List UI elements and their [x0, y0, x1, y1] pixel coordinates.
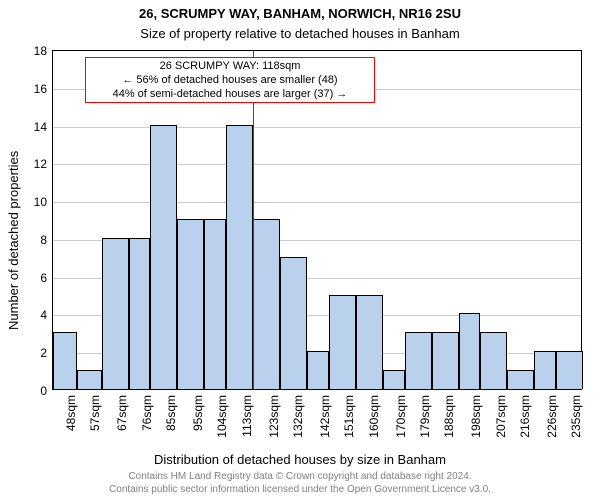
histogram-bar — [77, 370, 101, 389]
x-tick-label: 57sqm — [88, 395, 102, 431]
y-tick-label: 10 — [34, 195, 53, 209]
histogram-bar — [356, 295, 383, 389]
x-tick-label: 142sqm — [318, 395, 332, 438]
annotation-line2: ← 56% of detached houses are smaller (48… — [90, 74, 370, 88]
histogram-bar — [102, 238, 129, 389]
histogram-bar — [129, 238, 151, 389]
histogram-bar — [204, 219, 226, 389]
page-title-line1: 26, SCRUMPY WAY, BANHAM, NORWICH, NR16 2… — [0, 6, 600, 21]
annotation-box: 26 SCRUMPY WAY: 118sqm← 56% of detached … — [85, 57, 375, 103]
annotation-line3: 44% of semi-detached houses are larger (… — [90, 88, 370, 102]
x-tick-label: 160sqm — [367, 395, 381, 438]
x-tick-label: 235sqm — [569, 395, 583, 438]
histogram-bar — [307, 351, 329, 389]
x-tick-label: 179sqm — [418, 395, 432, 438]
x-axis-label: Distribution of detached houses by size … — [0, 452, 600, 467]
x-tick-label: 151sqm — [342, 395, 356, 438]
histogram-bar — [226, 125, 253, 389]
x-tick-label: 226sqm — [545, 395, 559, 438]
y-axis-label: Number of detached properties — [6, 151, 21, 330]
x-tick-label: 170sqm — [394, 395, 408, 438]
y-tick-label: 16 — [34, 82, 53, 96]
histogram-bar — [177, 219, 204, 389]
histogram-bar — [534, 351, 556, 389]
x-tick-label: 207sqm — [494, 395, 508, 438]
x-tick-label: 95sqm — [191, 395, 205, 431]
histogram-bar — [507, 370, 534, 389]
histogram-bar — [432, 332, 459, 389]
y-tick-label: 8 — [40, 233, 53, 247]
histogram-bar — [329, 295, 356, 389]
x-tick-label: 85sqm — [164, 395, 178, 431]
histogram-bar — [405, 332, 432, 389]
annotation-line1: 26 SCRUMPY WAY: 118sqm — [90, 60, 370, 74]
credits: Contains HM Land Registry data © Crown c… — [0, 471, 600, 496]
histogram-bar — [556, 351, 583, 389]
gridline — [53, 164, 581, 165]
y-tick-label: 0 — [40, 384, 53, 398]
y-tick-label: 12 — [34, 157, 53, 171]
x-tick-label: 188sqm — [442, 395, 456, 438]
x-tick-label: 132sqm — [291, 395, 305, 438]
histogram-bar — [150, 125, 177, 389]
histogram-bar — [459, 313, 481, 389]
page-title-line2: Size of property relative to detached ho… — [0, 26, 600, 41]
histogram-bar — [383, 370, 405, 389]
histogram-bar — [53, 332, 77, 389]
credits-line1: Contains HM Land Registry data © Crown c… — [128, 471, 471, 482]
y-tick-label: 18 — [34, 44, 53, 58]
histogram-bar — [253, 219, 280, 389]
x-tick-label: 123sqm — [267, 395, 281, 438]
gridline — [53, 202, 581, 203]
histogram-bar — [280, 257, 307, 389]
y-tick-label: 2 — [40, 346, 53, 360]
x-tick-label: 216sqm — [518, 395, 532, 438]
x-tick-label: 113sqm — [240, 395, 254, 437]
credits-line2: Contains public sector information licen… — [109, 484, 491, 495]
y-tick-label: 4 — [40, 308, 53, 322]
gridline — [53, 127, 581, 128]
x-tick-label: 67sqm — [115, 395, 129, 431]
x-tick-label: 198sqm — [469, 395, 483, 438]
x-tick-label: 76sqm — [140, 395, 154, 431]
x-tick-label: 48sqm — [64, 395, 78, 431]
chart-plot-area: 02468101214161848sqm57sqm67sqm76sqm85sqm… — [52, 50, 582, 390]
x-tick-label: 104sqm — [215, 395, 229, 438]
y-tick-label: 6 — [40, 271, 53, 285]
histogram-bar — [480, 332, 507, 389]
y-tick-label: 14 — [34, 120, 53, 134]
